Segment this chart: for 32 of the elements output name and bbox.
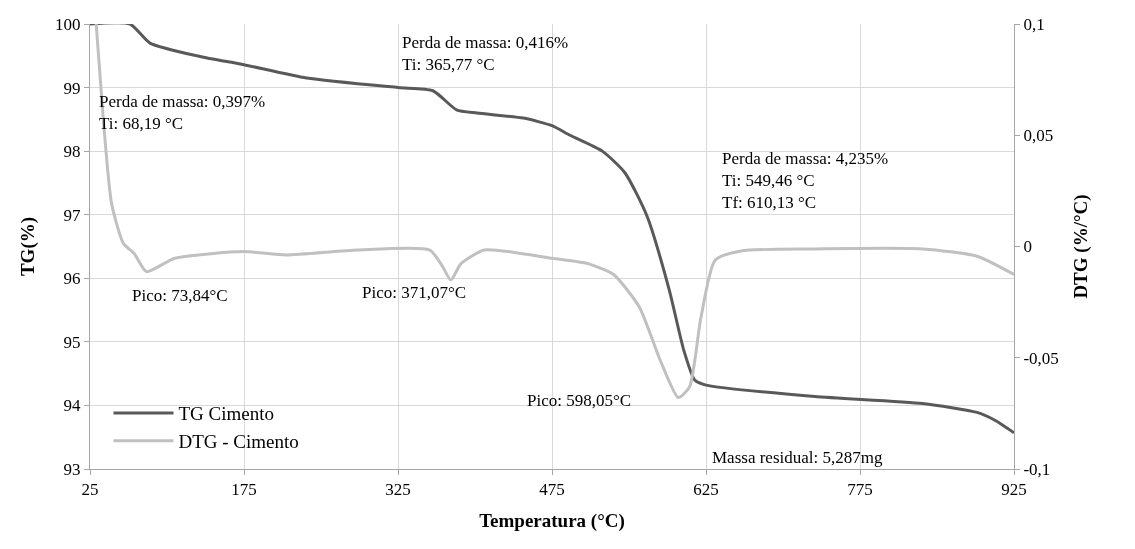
annotation: Pico: 73,84°C <box>132 286 228 305</box>
x-tick-label: 475 <box>539 480 565 500</box>
y2-tick-label: -0,1 <box>1023 459 1051 479</box>
x-tick-label: 775 <box>847 480 873 500</box>
y2-tick-label: 0,05 <box>1023 126 1054 146</box>
annotation: Perda de massa: 0,397% Ti: 68,19 °C <box>99 92 266 134</box>
x-tick-label: 25 <box>81 480 99 500</box>
y-tick-label: 96 <box>63 269 81 289</box>
y2-tick-label: 0,1 <box>1023 14 1045 34</box>
annotation: Massa residual: 5,287mg <box>712 448 883 467</box>
y-tick-label: 99 <box>63 78 81 98</box>
y-tick-label: 94 <box>63 396 82 416</box>
annotation: Perda de massa: 4,235% Ti: 549,46 °C Tf: 610,13 °C <box>722 149 889 213</box>
y-tick-label: 98 <box>63 142 81 162</box>
x-axis-title: Temperatura (°C) <box>479 510 625 533</box>
y-tick-label: 97 <box>63 205 82 225</box>
y-tick-label: 93 <box>63 459 81 479</box>
y2-tick-label: -0,05 <box>1023 348 1059 368</box>
x-tick-label: 625 <box>693 480 719 500</box>
annotation: Pico: 371,07°C <box>362 283 467 302</box>
y-axis-title: TG(%) <box>16 216 39 277</box>
legend-label: TG Cimento <box>178 403 275 425</box>
y2-axis-title: DTG (%/°C) <box>1069 194 1092 299</box>
y2-tick-label: 0 <box>1023 237 1032 257</box>
x-tick-label: 325 <box>385 480 411 500</box>
legend-label: DTG - Cimento <box>178 431 299 453</box>
y-tick-label: 100 <box>55 14 81 34</box>
x-tick-label: 925 <box>1001 480 1027 500</box>
annotation: Pico: 598,05°C <box>527 391 632 410</box>
annotation: Perda de massa: 0,416% Ti: 365,77 °C <box>402 33 569 75</box>
y-tick-label: 95 <box>63 332 81 352</box>
x-tick-label: 175 <box>231 480 257 500</box>
